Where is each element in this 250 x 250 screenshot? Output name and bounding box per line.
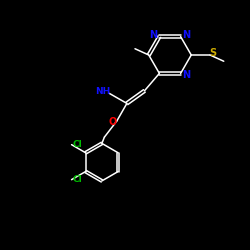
Text: NH: NH bbox=[95, 87, 110, 96]
Text: S: S bbox=[210, 48, 217, 58]
Text: Cl: Cl bbox=[72, 175, 82, 184]
Text: N: N bbox=[182, 30, 191, 40]
Text: N: N bbox=[182, 70, 191, 80]
Text: N: N bbox=[149, 30, 158, 40]
Text: Cl: Cl bbox=[72, 140, 82, 149]
Text: O: O bbox=[108, 117, 116, 127]
